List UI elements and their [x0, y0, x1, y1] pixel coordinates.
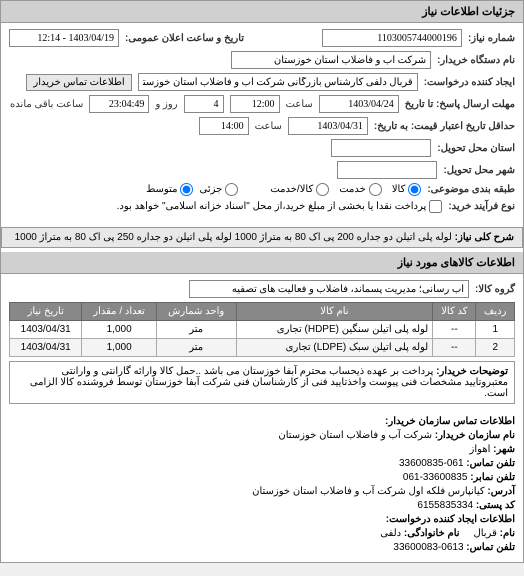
creator-name-label: نام: — [500, 528, 515, 539]
table-row: 1--لوله پلی اتیلن سنگین (HDPE) تجاریمتر1… — [10, 321, 515, 339]
cell-idx: 1 — [476, 321, 515, 339]
process-label: نوع فرآیند خرید: — [448, 201, 515, 212]
org-label: نام سازمان خریدار: — [435, 430, 515, 441]
goods-group-field — [189, 280, 469, 298]
radio-service[interactable]: خدمت — [339, 183, 382, 196]
time-remain-field — [89, 95, 149, 113]
buyer-notes-box: توضیحات خریدار: پرداخت بر عهده ذیحساب مح… — [9, 361, 515, 404]
cell-date: 1403/04/31 — [10, 321, 82, 339]
col-date: تاریخ نیاز — [10, 303, 82, 321]
cell-qty: 1,000 — [82, 339, 156, 357]
creator-family-label: نام خانوادگی: — [404, 528, 460, 539]
public-date-label: تاریخ و ساعت اعلان عمومی: — [125, 33, 244, 44]
org-city-value: اهواز — [470, 444, 491, 455]
deadline-time-field — [230, 95, 280, 113]
process-checkbox[interactable] — [429, 200, 442, 213]
goods-info-header: اطلاعات کالاهای مورد نیاز — [1, 252, 523, 274]
cell-qty: 1,000 — [82, 321, 156, 339]
grouping-label: طبقه بندی موضوعی: — [427, 184, 515, 195]
cell-code: -- — [433, 321, 476, 339]
org-address-value: کیانپارس فلکه اول شرکت آب و فاضلاب استان… — [252, 486, 485, 497]
radio-goods-label: کالا — [392, 184, 406, 195]
creator-family-value: دلفی — [380, 528, 401, 539]
org-postal-value: 6155835334 — [417, 500, 473, 511]
radio-scale-mid[interactable]: متوسط — [146, 183, 193, 196]
org-address-label: آدرس: — [487, 486, 515, 497]
need-title-row: شرح کلی نیاز: لوله پلی اتیلن دو جداره 20… — [1, 227, 523, 248]
city-field — [337, 161, 437, 179]
public-date-field — [9, 29, 119, 47]
need-title-text: لوله پلی اتیلن دو جداره 200 پی اک 80 به … — [15, 232, 452, 243]
cell-code: -- — [433, 339, 476, 357]
buyer-org-label: نام دستگاه خریدار: — [437, 55, 515, 66]
creator-name-value: قربال — [473, 528, 496, 539]
cell-idx: 2 — [476, 339, 515, 357]
buyer-org-field — [231, 51, 431, 69]
details-header: جزئیات اطلاعات نیاز — [1, 1, 523, 23]
days-remain-field — [184, 95, 224, 113]
cell-name: لوله پلی اتیلن سبک (LDPE) تجاری — [236, 339, 433, 357]
org-info-header: اطلاعات تماس سازمان خریدار: — [9, 416, 515, 427]
radio-both-input[interactable] — [316, 183, 329, 196]
cell-name: لوله پلی اتیلن سنگین (HDPE) تجاری — [236, 321, 433, 339]
days-remain-label: روز و — [155, 99, 177, 110]
creator-phone-value: 0613-33600083 — [393, 542, 463, 553]
radio-service-input[interactable] — [369, 183, 382, 196]
process-note: پرداخت نقدا یا بخشی از مبلغ خرید،از محل … — [117, 201, 427, 212]
contact-buyer-button[interactable]: اطلاعات تماس خریدار — [26, 74, 131, 91]
radio-scale-small-label: جزئی — [199, 184, 222, 195]
deadline-date-field — [319, 95, 399, 113]
col-name: نام کالا — [236, 303, 433, 321]
cell-date: 1403/04/31 — [10, 339, 82, 357]
province-label: استان محل تحویل: — [437, 143, 515, 154]
org-value: شرکت آب و فاضلاب استان خوزستان — [278, 430, 432, 441]
goods-table: ردیف کد کالا نام کالا واحد شمارش تعداد /… — [9, 302, 515, 357]
validity-date-field — [288, 117, 368, 135]
city-label: شهر محل تحویل: — [443, 165, 515, 176]
grouping-radio-group: کالا خدمت کالا/خدمت — [270, 183, 421, 196]
radio-scale-small[interactable]: جزئی — [199, 183, 238, 196]
col-code: کد کالا — [433, 303, 476, 321]
org-phone-value: 061-33600835 — [399, 458, 464, 469]
col-qty: تعداد / مقدار — [82, 303, 156, 321]
goods-group-label: گروه کالا: — [475, 284, 515, 295]
creator-phone-label: تلفن تماس: — [466, 542, 515, 553]
org-fax-label: تلفن نمابر: — [470, 472, 515, 483]
time-label-2: ساعت — [255, 121, 282, 132]
table-row: 2--لوله پلی اتیلن سبک (LDPE) تجاریمتر1,0… — [10, 339, 515, 357]
radio-scale-mid-label: متوسط — [146, 184, 177, 195]
col-idx: ردیف — [476, 303, 515, 321]
province-field — [331, 139, 431, 157]
validity-label: حداقل تاریخ اعتبار قیمت: به تاریخ: — [374, 121, 515, 132]
org-postal-label: کد پستی: — [476, 500, 515, 511]
radio-scale-small-input[interactable] — [225, 183, 238, 196]
validity-time-field — [199, 117, 249, 135]
org-phone-label: تلفن تماس: — [466, 458, 515, 469]
time-remain-suffix: ساعت باقی مانده — [10, 99, 83, 110]
radio-both-label: کالا/خدمت — [270, 184, 313, 195]
requester-label: ایجاد کننده درخواست: — [424, 77, 515, 88]
radio-goods-input[interactable] — [408, 183, 421, 196]
deadline-label: مهلت ارسال پاسخ: تا تاریخ — [405, 99, 515, 110]
radio-goods[interactable]: کالا — [392, 183, 422, 196]
requester-field — [138, 73, 418, 91]
radio-both[interactable]: کالا/خدمت — [270, 183, 329, 196]
need-title-label: شرح کلی نیاز: — [455, 232, 514, 243]
col-unit: واحد شمارش — [156, 303, 236, 321]
radio-service-label: خدمت — [339, 184, 366, 195]
process-check[interactable]: پرداخت نقدا یا بخشی از مبلغ خرید،از محل … — [117, 200, 443, 213]
org-city-label: شهر: — [493, 444, 515, 455]
cell-unit: متر — [156, 339, 236, 357]
cell-unit: متر — [156, 321, 236, 339]
request-no-field — [322, 29, 462, 47]
creator-header: اطلاعات ایجاد کننده درخواست: — [9, 514, 515, 525]
radio-scale-mid-input[interactable] — [180, 183, 193, 196]
buyer-notes-label: توضیحات خریدار: — [436, 366, 508, 377]
org-fax-value: 33600835-061 — [403, 472, 468, 483]
request-no-label: شماره نیاز: — [468, 33, 515, 44]
time-label-1: ساعت — [286, 99, 313, 110]
